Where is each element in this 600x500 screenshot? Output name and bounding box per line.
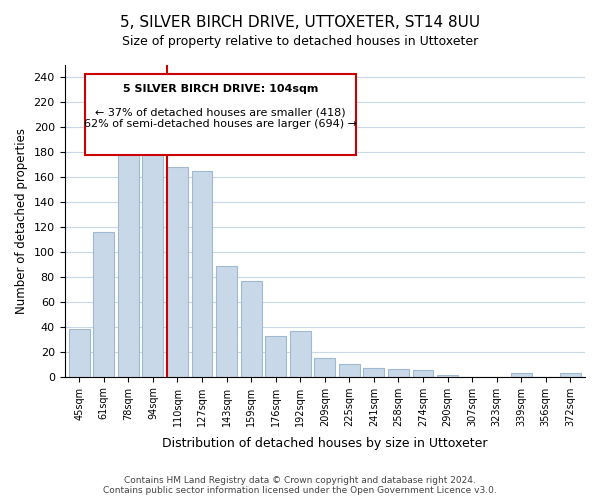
Bar: [94, 232, 114, 376]
Bar: [413, 370, 433, 376]
Bar: [142, 152, 163, 376]
Bar: [560, 373, 581, 376]
Bar: [241, 280, 262, 376]
Bar: [511, 373, 532, 376]
Bar: [364, 368, 384, 376]
Text: 5, SILVER BIRCH DRIVE, UTTOXETER, ST14 8UU: 5, SILVER BIRCH DRIVE, UTTOXETER, ST14 8…: [120, 15, 480, 30]
Bar: [265, 336, 286, 376]
Bar: [216, 266, 237, 376]
Text: Size of property relative to detached houses in Uttoxeter: Size of property relative to detached ho…: [122, 35, 478, 48]
Bar: [314, 358, 335, 376]
Bar: [118, 146, 139, 376]
Bar: [167, 167, 188, 376]
Text: ← 37% of detached houses are smaller (418)
62% of semi-detached houses are large: ← 37% of detached houses are smaller (41…: [84, 107, 357, 128]
Bar: [69, 330, 89, 376]
Bar: [290, 330, 311, 376]
Bar: [388, 369, 409, 376]
Text: Contains HM Land Registry data © Crown copyright and database right 2024.
Contai: Contains HM Land Registry data © Crown c…: [103, 476, 497, 495]
Y-axis label: Number of detached properties: Number of detached properties: [15, 128, 28, 314]
FancyBboxPatch shape: [85, 74, 356, 156]
Bar: [191, 171, 212, 376]
X-axis label: Distribution of detached houses by size in Uttoxeter: Distribution of detached houses by size …: [162, 437, 488, 450]
Text: 5 SILVER BIRCH DRIVE: 104sqm: 5 SILVER BIRCH DRIVE: 104sqm: [123, 84, 319, 94]
Bar: [339, 364, 360, 376]
